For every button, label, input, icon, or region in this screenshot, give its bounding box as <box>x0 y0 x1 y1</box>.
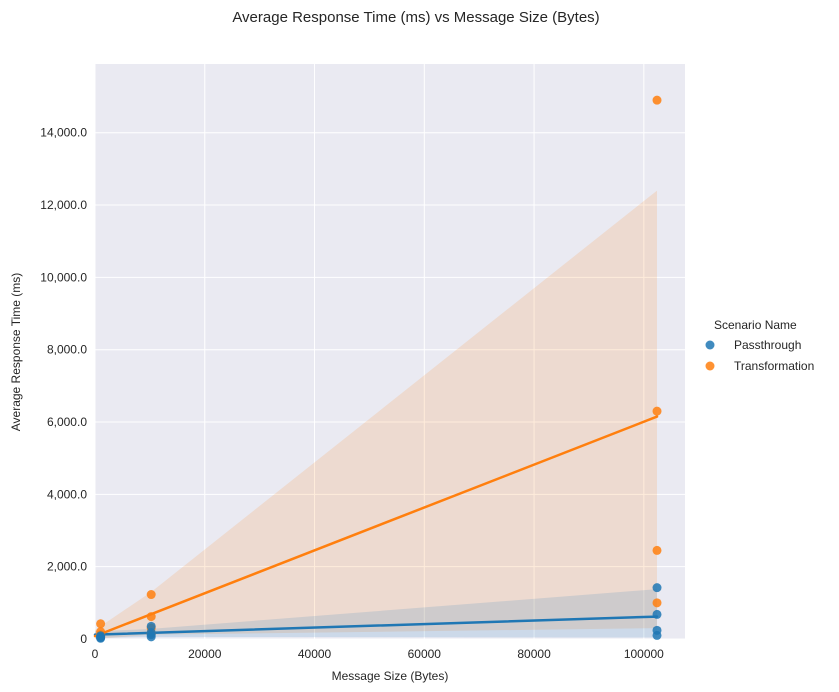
confidence-band <box>95 190 658 639</box>
x-tick-label: 100000 <box>624 647 664 661</box>
x-tick-label: 80000 <box>517 647 551 661</box>
chart-title: Average Response Time (ms) vs Message Si… <box>232 9 599 26</box>
grid <box>94 64 685 640</box>
legend-label: Passthrough <box>734 338 801 352</box>
data-point <box>652 583 662 593</box>
y-tick-label: 10,000.0 <box>40 270 87 284</box>
x-axis-ticks: 0 20000 40000 60000 80000 100000 <box>92 647 665 661</box>
legend: Scenario Name Passthrough Transformation <box>705 318 814 373</box>
x-tick-label: 60000 <box>408 647 442 661</box>
data-points <box>96 95 662 643</box>
confidence-bands <box>95 190 658 639</box>
legend-title: Scenario Name <box>714 318 797 332</box>
data-point <box>652 609 662 619</box>
x-tick-label: 20000 <box>188 647 222 661</box>
y-tick-label: 8,000.0 <box>47 343 87 357</box>
y-axis-ticks: 0 2,000.0 4,000.0 6,000.0 8,000.0 10,000.0 12,… <box>40 126 87 646</box>
y-tick-label: 4,000.0 <box>47 487 87 501</box>
y-tick-label: 12,000.0 <box>40 198 87 212</box>
y-tick-label: 6,000.0 <box>47 415 87 429</box>
data-point <box>652 406 662 416</box>
regression-line <box>93 415 659 638</box>
data-point <box>146 590 156 600</box>
data-point <box>96 619 106 629</box>
confidence-band <box>95 589 658 638</box>
data-point <box>652 95 662 105</box>
data-point <box>96 631 106 641</box>
regression-line <box>93 615 659 636</box>
data-point <box>652 545 662 555</box>
y-tick-label: 14,000.0 <box>40 126 87 140</box>
data-point <box>652 598 662 608</box>
x-tick-label: 0 <box>92 647 99 661</box>
y-tick-label: 2,000.0 <box>47 560 87 574</box>
data-point <box>652 625 662 635</box>
x-axis-label: Message Size (Bytes) <box>332 669 449 683</box>
regression-lines <box>93 415 659 638</box>
x-tick-label: 40000 <box>298 647 332 661</box>
legend-marker <box>705 340 715 350</box>
y-tick-label: 0 <box>80 632 87 646</box>
data-point <box>146 627 156 637</box>
plot-area <box>95 64 685 639</box>
data-point <box>146 612 156 622</box>
legend-marker <box>705 361 715 371</box>
legend-label: Transformation <box>734 359 814 373</box>
data-point <box>146 621 156 631</box>
y-axis-label: Average Response Time (ms) <box>9 273 23 432</box>
